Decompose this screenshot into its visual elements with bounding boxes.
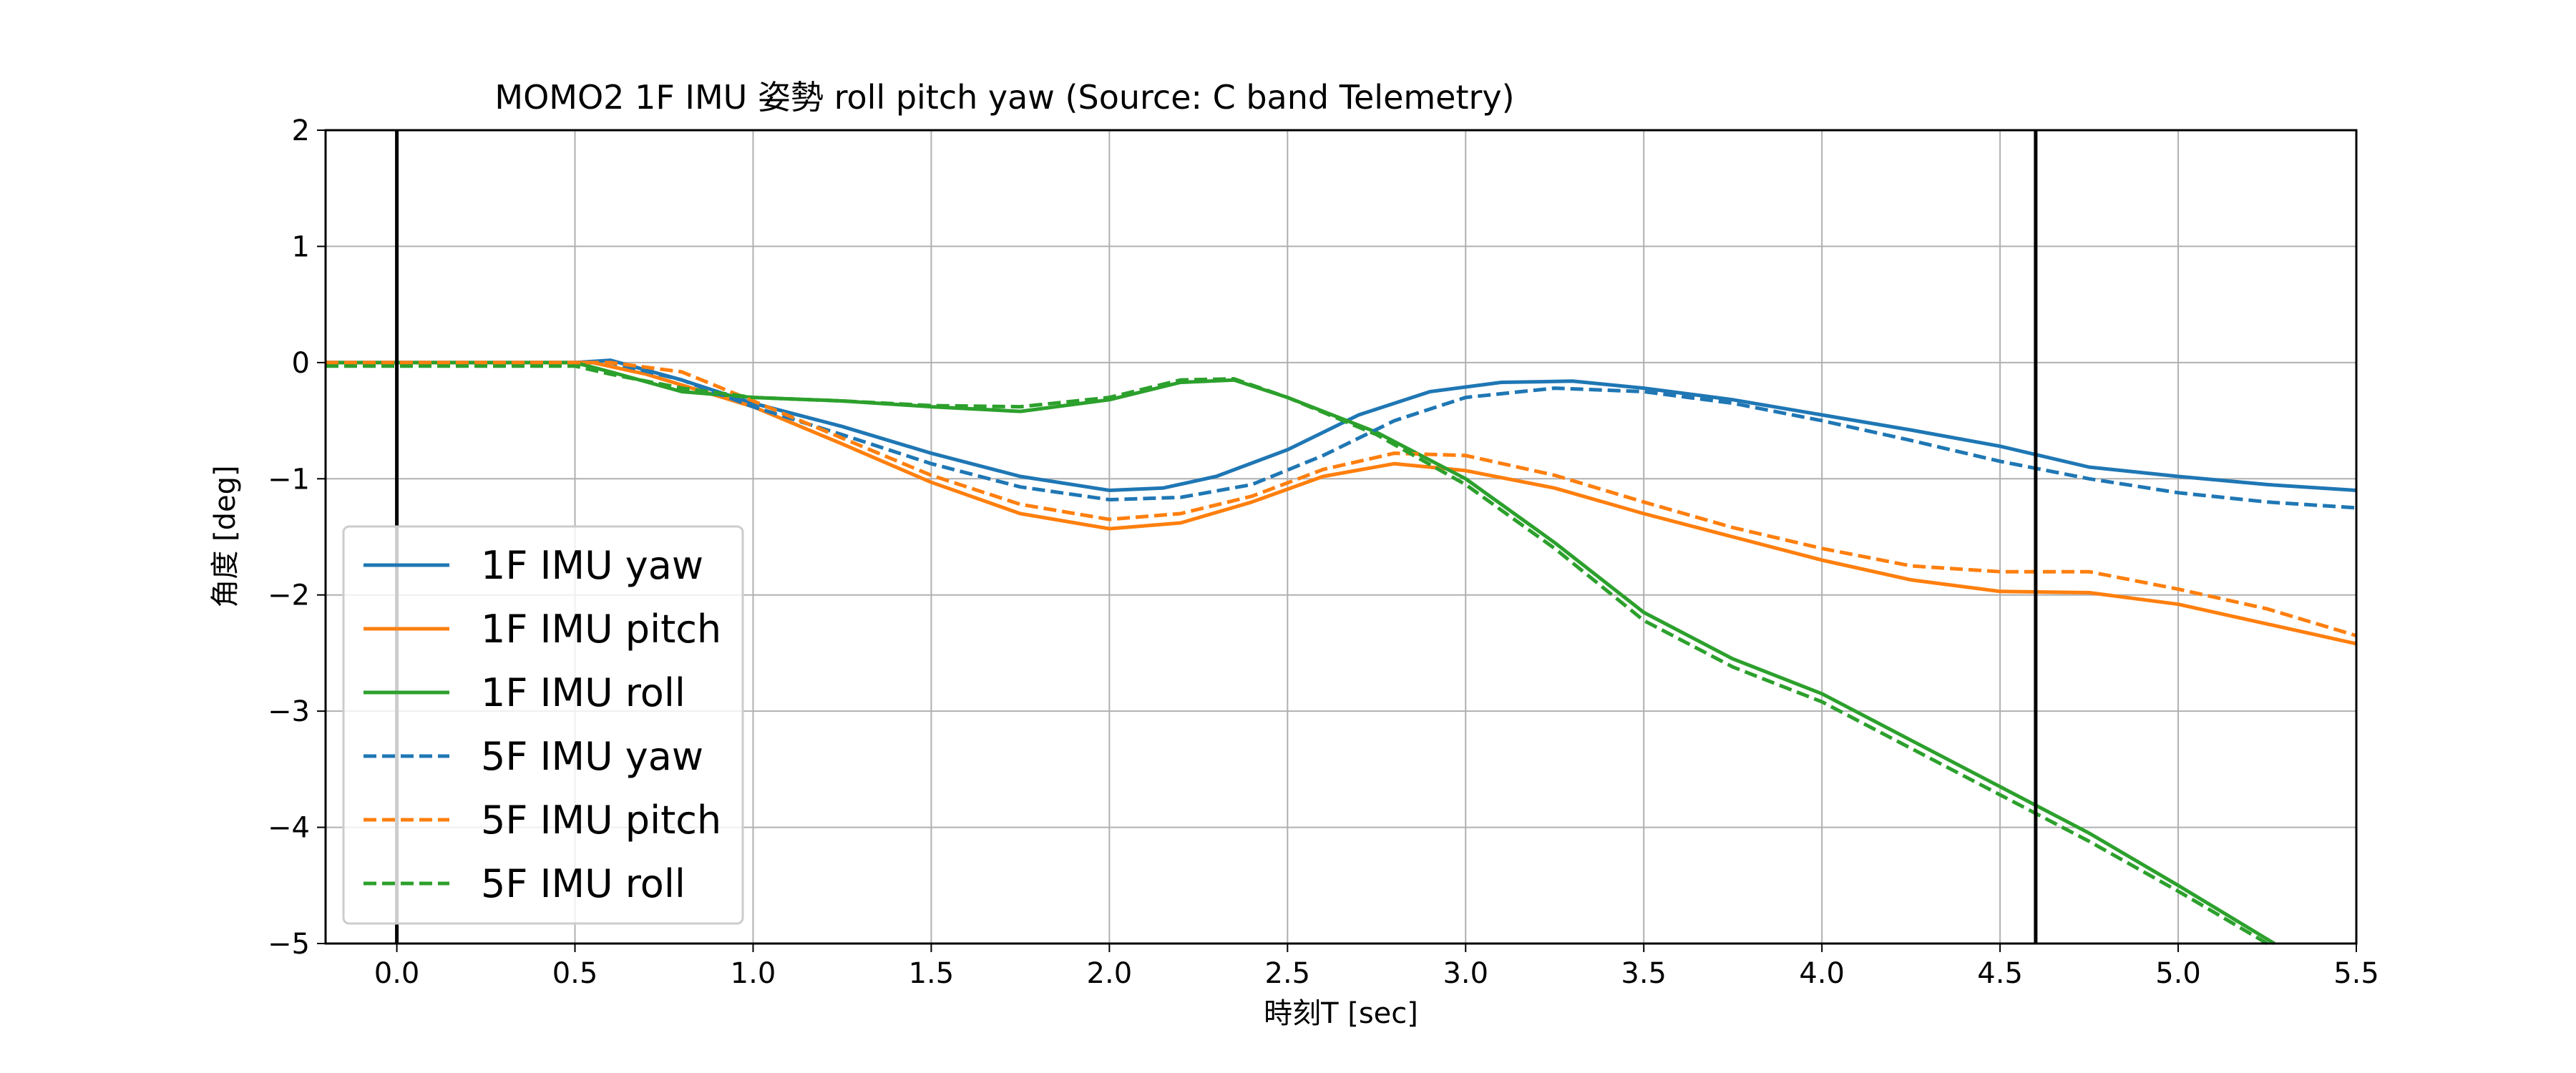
series-layer [326,358,2357,946]
x-tick-label: 3.5 [1621,957,1667,990]
y-tick-label: −2 [268,579,310,612]
x-tick-label: 1.0 [731,957,776,990]
chart-title: MOMO2 1F IMU 姿勢 roll pitch yaw (Source: … [494,78,1514,117]
x-tick-label: 5.0 [2155,957,2201,990]
y-tick-label: 0 [292,347,310,380]
series-line-5f-imu-yaw [326,361,2357,510]
y-tick-label: −3 [268,695,310,728]
y-tick-label: 2 [292,114,310,147]
x-tick-label: 2.0 [1087,957,1133,990]
series-line-5f-imu-roll [326,364,2268,946]
y-tick-label: 1 [292,230,310,263]
y-tick-label: −4 [268,812,310,845]
plot-frame [324,129,2358,945]
legend-label: 1F IMU yaw [481,543,703,588]
legend-label: 1F IMU pitch [481,607,721,652]
legend-label: 5F IMU roll [481,861,686,906]
y-tick-label: −5 [268,928,310,961]
legend-label: 5F IMU yaw [481,734,703,779]
x-tick-label: 0.5 [552,957,598,990]
x-tick-label: 0.0 [374,957,420,990]
x-axis-label: 時刻T [sec] [1264,997,1418,1030]
series-line-1f-imu-yaw [326,358,2357,492]
x-tick-label: 1.5 [909,957,955,990]
x-tick-label: 5.5 [2333,957,2379,990]
y-ticks: 2 1 0 −1 −2 −3 −4 −5 [268,114,326,961]
x-tick-label: 4.0 [1799,957,1845,990]
legend: 1F IMU yaw 1F IMU pitch 1F IMU roll 5F IMU … [342,525,744,925]
x-tick-label: 3.0 [1443,957,1488,990]
y-tick-label: −1 [268,463,310,496]
legend-box [342,525,744,925]
y-axis-label: 角度 [deg] [209,465,242,607]
x-ticks: 0.0 0.5 1.0 1.5 2.0 2.5 3.0 3.5 4.0 4.5 5.0 5.5 [374,944,2379,990]
legend-label: 5F IMU pitch [481,798,721,843]
legend-label: 1F IMU roll [481,670,686,715]
x-tick-label: 4.5 [1977,957,2023,990]
x-tick-label: 2.5 [1265,957,1311,990]
